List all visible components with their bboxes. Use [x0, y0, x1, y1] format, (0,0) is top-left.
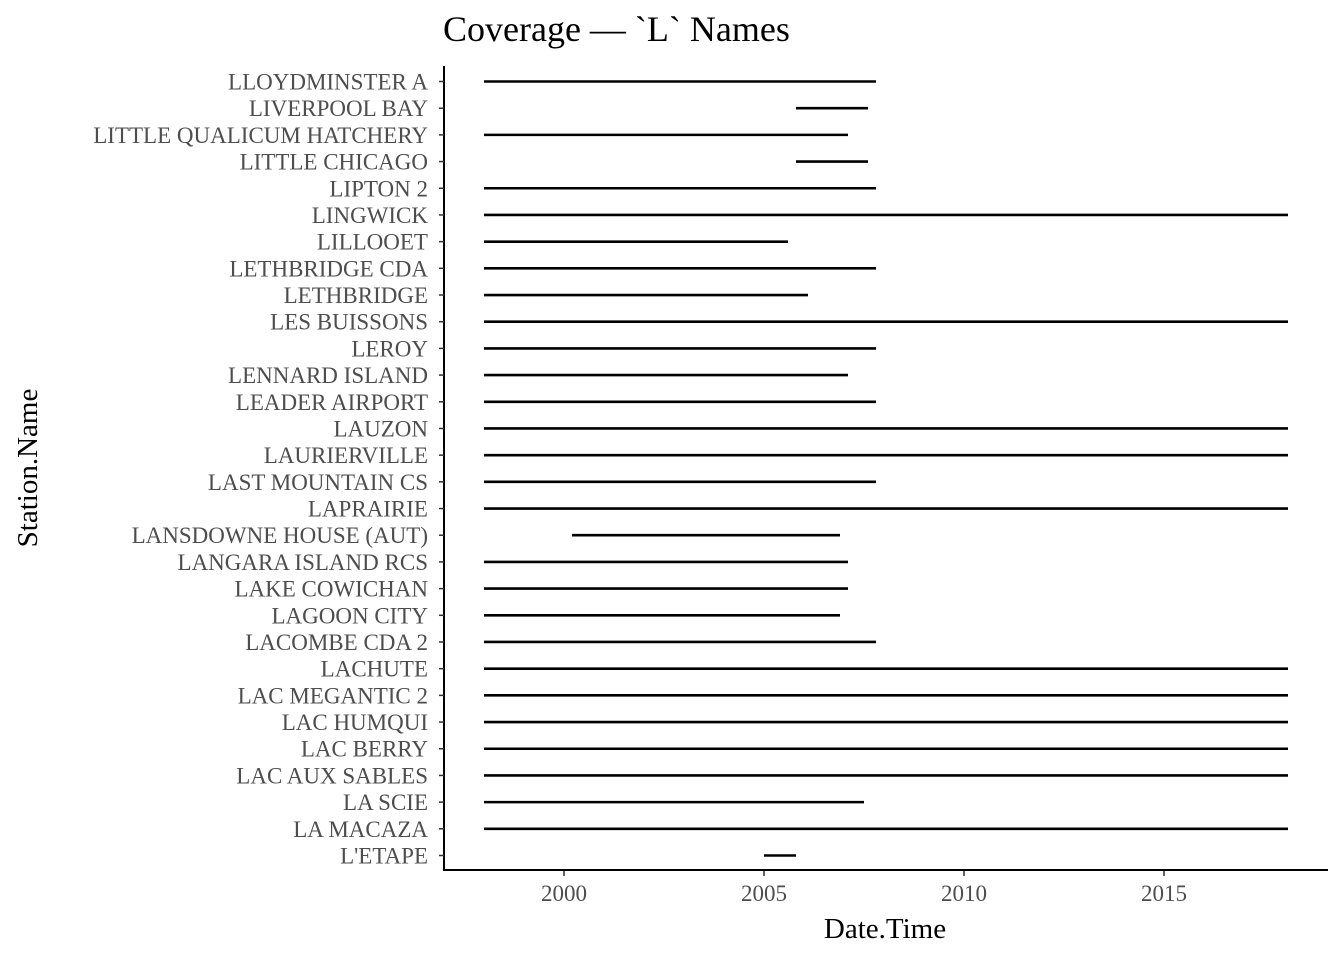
x-tick-label: 2010	[941, 881, 987, 906]
y-tick-label: LITTLE CHICAGO	[240, 150, 428, 175]
x-tick-label: 2015	[1141, 881, 1187, 906]
y-tick-label: LAPRAIRIE	[308, 497, 428, 522]
y-tick-label: LANGARA ISLAND RCS	[178, 550, 428, 575]
y-tick-label: LILLOOET	[317, 230, 428, 255]
chart-title: Coverage — `L` Names	[443, 9, 790, 49]
y-tick-label: LAGOON CITY	[271, 603, 428, 628]
y-tick-label: LA SCIE	[343, 790, 428, 815]
y-tick-label: LLOYDMINSTER A	[228, 70, 428, 95]
x-tick-label: 2005	[741, 881, 787, 906]
y-tick-label: L'ETAPE	[340, 844, 428, 869]
y-tick-label: LITTLE QUALICUM HATCHERY	[93, 123, 428, 148]
y-tick-label: LENNARD ISLAND	[228, 363, 428, 388]
y-tick-label: LANSDOWNE HOUSE (AUT)	[132, 523, 428, 548]
y-tick-label: LINGWICK	[312, 203, 429, 228]
y-tick-label: LAC MEGANTIC 2	[238, 683, 428, 708]
y-tick-label: LIPTON 2	[329, 176, 428, 201]
y-tick-label: LACOMBE CDA 2	[245, 630, 428, 655]
x-axis-title: Date.Time	[824, 913, 946, 945]
y-tick-label: LAURIERVILLE	[264, 443, 428, 468]
y-tick-label: LES BUISSONS	[270, 310, 428, 335]
plot-area	[484, 80, 1288, 857]
y-tick-label: LAUZON	[333, 416, 428, 441]
y-tick-label: LETHBRIDGE	[284, 283, 428, 308]
y-tick-label: LA MACAZA	[293, 817, 428, 842]
y-tick-label: LAC AUX SABLES	[236, 763, 428, 788]
y-tick-label: LAC HUMQUI	[282, 710, 428, 735]
y-tick-label: LAC BERRY	[301, 737, 429, 762]
y-tick-label: LAKE COWICHAN	[234, 577, 428, 602]
y-tick-label: LETHBRIDGE CDA	[229, 256, 428, 281]
y-tick-label: LACHUTE	[321, 657, 428, 682]
y-tick-label: LIVERPOOL BAY	[249, 96, 429, 121]
y-tick-label: LEROY	[351, 336, 428, 361]
x-tick-label: 2000	[541, 881, 587, 906]
y-tick-label: LEADER AIRPORT	[236, 390, 428, 415]
y-tick-label: LAST MOUNTAIN CS	[208, 470, 428, 495]
y-axis-title: Station.Name	[12, 389, 44, 548]
x-axis-ticks: 2000 2005 2010 2015	[541, 871, 1187, 906]
